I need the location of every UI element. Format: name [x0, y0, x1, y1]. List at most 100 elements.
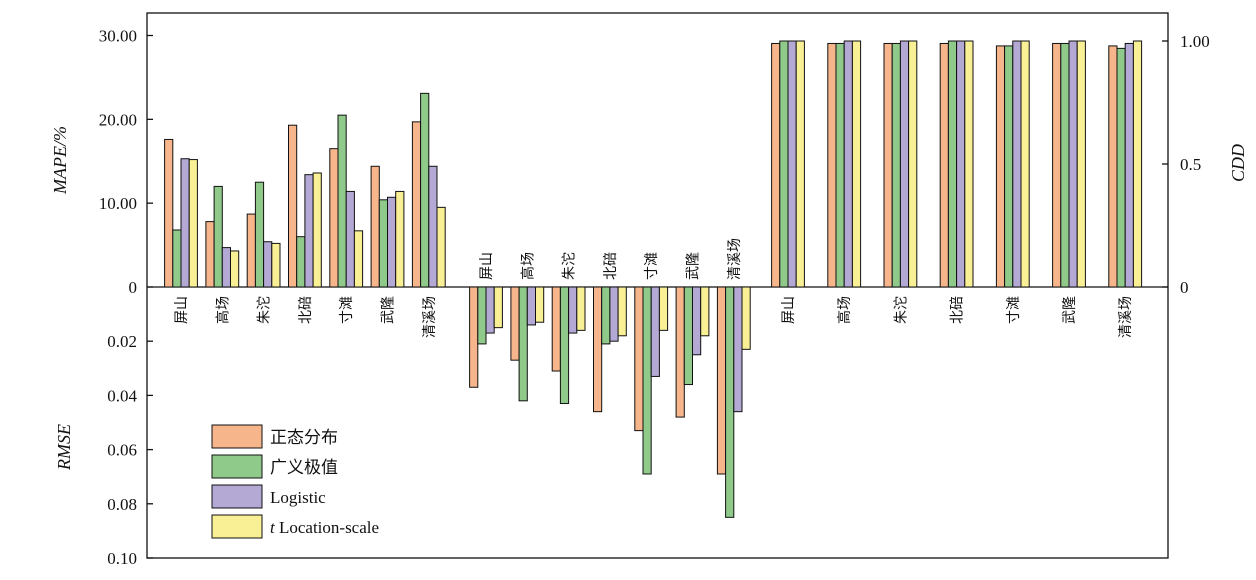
- bar-cdd-1: [827, 42, 837, 288]
- legend-label: Logistic: [270, 488, 326, 507]
- bar-cdd-2: [1004, 45, 1014, 288]
- bar-mape-1: [246, 213, 256, 288]
- bar-rmse-2: [477, 286, 487, 345]
- bar-rmse-2: [601, 286, 611, 345]
- bar-rmse-1: [675, 286, 685, 418]
- bar-rmse-2: [683, 286, 693, 386]
- bar-mape-4: [436, 206, 446, 288]
- bar-mape-2: [172, 229, 182, 288]
- station-label: 朱沱: [561, 252, 578, 280]
- bar-mape-4: [353, 230, 364, 288]
- y-tick-label-lower: 0.08: [107, 495, 137, 514]
- y-tick-label-upper: 0: [129, 278, 138, 297]
- bar-cdd-1: [883, 42, 893, 288]
- legend-swatch: [211, 424, 263, 449]
- bar-rmse-1: [510, 286, 520, 361]
- bar-mape-1: [164, 138, 174, 288]
- bar-mape-4: [312, 172, 322, 288]
- bar-rmse-2: [559, 286, 570, 405]
- legend-label: 正态分布: [270, 428, 338, 447]
- bar-cdd-4: [795, 40, 805, 288]
- bar-cdd-2: [891, 42, 901, 288]
- station-label: 寸滩: [644, 252, 660, 280]
- station-label: 朱沱: [892, 296, 909, 324]
- station-label: 高场: [836, 296, 853, 324]
- legend-swatch: [211, 484, 263, 509]
- bar-mape-2: [337, 114, 347, 288]
- y-tick-label-upper: 30.00: [99, 27, 137, 46]
- bar-cdd-4: [851, 40, 862, 288]
- bar-rmse-4: [658, 286, 669, 331]
- bar-cdd-4: [908, 40, 918, 288]
- bar-cdd-3: [1124, 42, 1134, 288]
- bar-cdd-4: [1132, 40, 1143, 288]
- plot-frame: [146, 12, 1169, 559]
- bar-rmse-1: [593, 286, 603, 413]
- bar-cdd-4: [1076, 40, 1086, 288]
- legend-label: t Location-scale: [270, 518, 379, 537]
- bar-cdd-2: [1060, 42, 1070, 288]
- bar-cdd-3: [899, 40, 910, 288]
- station-label: 寸滩: [339, 296, 355, 324]
- bar-cdd-4: [964, 40, 974, 288]
- bar-rmse-4: [700, 286, 710, 337]
- station-label: 寸滩: [1006, 296, 1022, 324]
- bar-cdd-1: [1108, 45, 1118, 288]
- y-axis-title-lower: RMSE: [54, 424, 74, 471]
- y-tick-label-lower: 0.02: [107, 332, 137, 351]
- bar-rmse-4: [535, 286, 545, 323]
- station-label: 北碚: [298, 296, 314, 324]
- y-tick-label-right: 0.5: [1180, 155, 1201, 174]
- station-label: 屏山: [174, 296, 190, 324]
- y-tick-label-lower: 0.06: [107, 441, 137, 460]
- bar-cdd-3: [843, 40, 853, 288]
- bar-rmse-3: [692, 286, 702, 356]
- bar-rmse-1: [551, 286, 561, 372]
- bar-cdd-3: [787, 40, 797, 288]
- bar-mape-4: [188, 159, 198, 288]
- y-axis-title-upper: MAPE/%: [50, 126, 70, 195]
- station-label: 武隆: [1062, 296, 1078, 324]
- bar-rmse-3: [609, 286, 619, 342]
- y-tick-label-upper: 10.00: [99, 194, 137, 213]
- bar-mape-3: [180, 158, 190, 288]
- bars: [164, 40, 1143, 518]
- bar-cdd-2: [835, 42, 845, 288]
- station-label: 清溪场: [1118, 296, 1134, 338]
- bar-mape-2: [378, 199, 388, 288]
- bar-cdd-4: [1020, 40, 1030, 288]
- legend-label: 广义极值: [270, 458, 338, 477]
- bar-rmse-1: [716, 286, 727, 475]
- bar-mape-1: [370, 165, 380, 288]
- bar-cdd-3: [956, 40, 966, 288]
- station-label: 高场: [519, 252, 536, 280]
- station-label: 清溪场: [422, 296, 438, 338]
- bar-mape-3: [263, 241, 273, 288]
- bar-mape-1: [288, 124, 298, 288]
- station-label: 武隆: [686, 252, 702, 280]
- bar-rmse-2: [642, 286, 652, 475]
- station-label: 清溪场: [727, 238, 743, 280]
- bar-cdd-1: [939, 42, 949, 288]
- bar-cdd-2: [779, 40, 789, 288]
- y-tick-label-right: 0: [1180, 278, 1189, 297]
- bar-rmse-3: [485, 286, 495, 334]
- bar-mape-1: [205, 221, 215, 288]
- station-label: 北碚: [950, 296, 966, 324]
- bar-rmse-4: [741, 286, 751, 350]
- bar-cdd-3: [1012, 40, 1022, 288]
- bar-mape-4: [230, 250, 240, 288]
- bar-rmse-3: [733, 286, 743, 413]
- bar-rmse-3: [650, 286, 660, 377]
- bar-cdd-1: [771, 42, 781, 288]
- bar-rmse-2: [725, 286, 735, 518]
- bar-mape-3: [345, 190, 355, 288]
- bar-rmse-1: [634, 286, 644, 432]
- bar-rmse-3: [568, 286, 578, 334]
- bar-rmse-1: [469, 286, 479, 388]
- station-label: 北碚: [603, 252, 619, 280]
- bar-rmse-4: [576, 286, 586, 331]
